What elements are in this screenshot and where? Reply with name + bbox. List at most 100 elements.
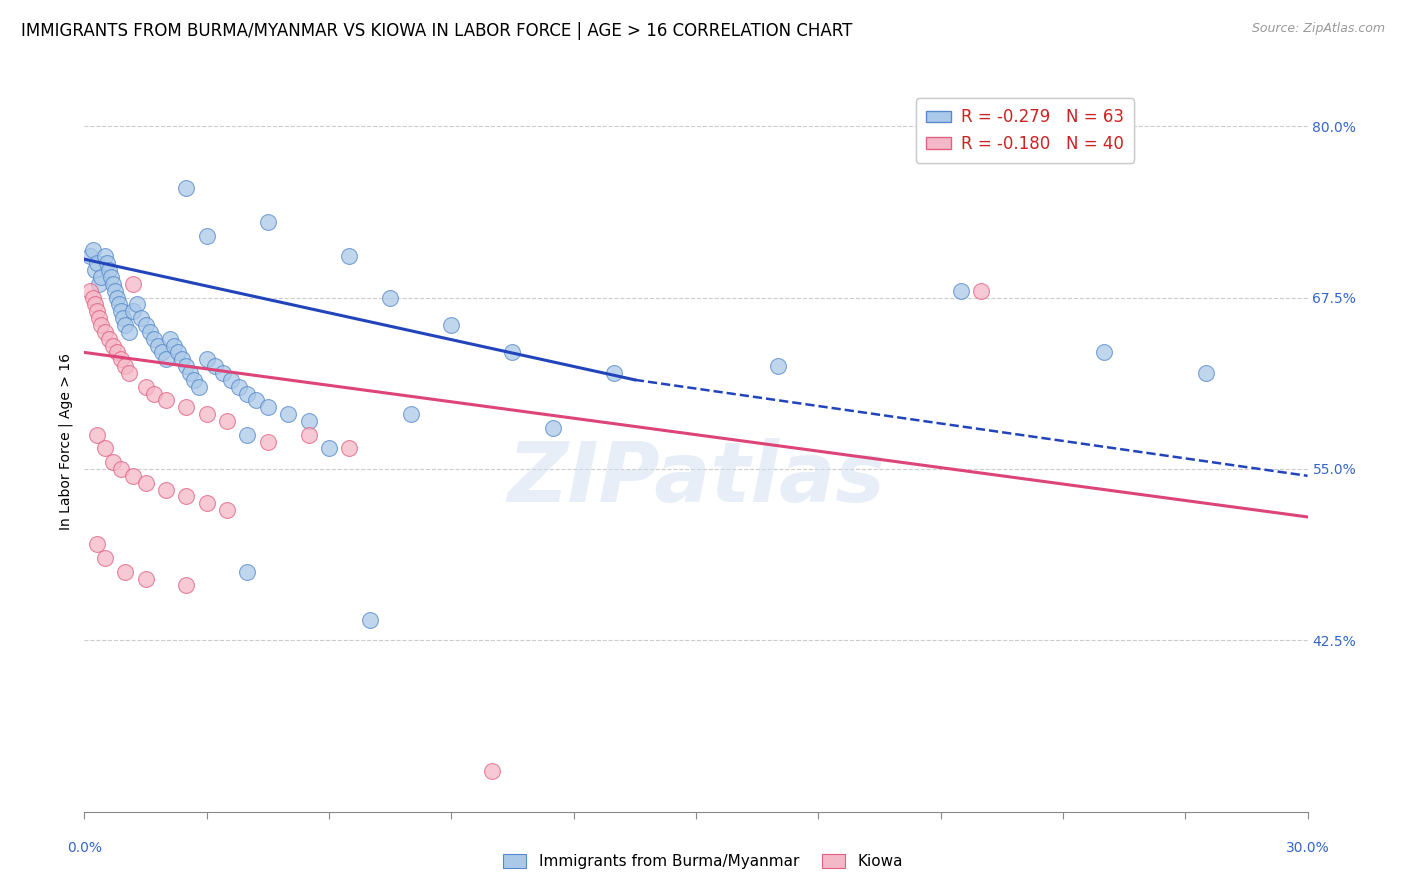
Point xyxy=(110,352,132,367)
Point xyxy=(174,181,197,195)
Point xyxy=(950,284,973,298)
Point xyxy=(970,284,993,298)
Point xyxy=(204,359,226,373)
Point xyxy=(101,277,124,291)
Point xyxy=(219,373,242,387)
Point xyxy=(122,304,145,318)
Point xyxy=(766,359,789,373)
Point xyxy=(174,401,197,415)
Point xyxy=(86,427,108,442)
Point xyxy=(318,442,340,456)
Point xyxy=(277,407,299,421)
Point xyxy=(174,489,197,503)
Legend: R = -0.279   N = 63, R = -0.180   N = 40: R = -0.279 N = 63, R = -0.180 N = 40 xyxy=(917,98,1135,162)
Point xyxy=(138,325,160,339)
Point xyxy=(82,291,104,305)
Point xyxy=(83,297,105,311)
Point xyxy=(114,359,136,373)
Point xyxy=(93,551,115,566)
Point xyxy=(122,468,145,483)
Point xyxy=(83,263,105,277)
Y-axis label: In Labor Force | Age > 16: In Labor Force | Age > 16 xyxy=(59,353,73,530)
Text: 0.0%: 0.0% xyxy=(67,841,101,855)
Point xyxy=(110,462,132,476)
Point xyxy=(195,228,218,243)
Point xyxy=(172,352,194,367)
Point xyxy=(1092,345,1115,359)
Point xyxy=(118,325,141,339)
Point xyxy=(174,359,197,373)
Point xyxy=(245,393,267,408)
Point xyxy=(159,332,181,346)
Point xyxy=(110,304,132,318)
Point xyxy=(298,414,321,428)
Point xyxy=(90,318,112,332)
Point xyxy=(104,284,127,298)
Point xyxy=(150,345,173,359)
Point xyxy=(101,338,124,352)
Text: IMMIGRANTS FROM BURMA/MYANMAR VS KIOWA IN LABOR FORCE | AGE > 16 CORRELATION CHA: IMMIGRANTS FROM BURMA/MYANMAR VS KIOWA I… xyxy=(21,22,852,40)
Point xyxy=(298,427,321,442)
Point xyxy=(502,345,524,359)
Text: 30.0%: 30.0% xyxy=(1285,841,1330,855)
Point xyxy=(108,297,131,311)
Point xyxy=(105,345,128,359)
Point xyxy=(79,250,101,264)
Legend: Immigrants from Burma/Myanmar, Kiowa: Immigrants from Burma/Myanmar, Kiowa xyxy=(498,848,908,875)
Point xyxy=(122,277,145,291)
Point xyxy=(155,483,177,497)
Point xyxy=(142,332,165,346)
Point xyxy=(118,366,141,380)
Point xyxy=(257,401,280,415)
Point xyxy=(96,256,118,270)
Point xyxy=(101,455,124,469)
Point xyxy=(86,256,108,270)
Point xyxy=(217,414,239,428)
Point xyxy=(87,277,110,291)
Point xyxy=(114,565,136,579)
Point xyxy=(93,250,115,264)
Point xyxy=(79,284,101,298)
Point xyxy=(603,366,626,380)
Point xyxy=(114,318,136,332)
Point xyxy=(183,373,205,387)
Point xyxy=(236,427,259,442)
Point xyxy=(339,250,361,264)
Point xyxy=(174,578,197,592)
Point xyxy=(86,304,108,318)
Point xyxy=(195,496,218,510)
Point xyxy=(82,243,104,257)
Point xyxy=(1195,366,1218,380)
Point xyxy=(100,270,122,285)
Point xyxy=(135,318,157,332)
Text: Source: ZipAtlas.com: Source: ZipAtlas.com xyxy=(1251,22,1385,36)
Point xyxy=(127,297,149,311)
Point xyxy=(163,338,186,352)
Point xyxy=(257,215,280,229)
Point xyxy=(97,263,120,277)
Point xyxy=(135,572,157,586)
Point xyxy=(131,311,153,326)
Point xyxy=(481,764,503,778)
Point xyxy=(105,291,128,305)
Point xyxy=(112,311,135,326)
Point xyxy=(135,380,157,394)
Point xyxy=(179,366,201,380)
Point xyxy=(167,345,190,359)
Point xyxy=(87,311,110,326)
Point xyxy=(236,386,259,401)
Point xyxy=(399,407,422,421)
Point xyxy=(187,380,209,394)
Point xyxy=(155,393,177,408)
Point xyxy=(146,338,169,352)
Point xyxy=(543,421,565,435)
Point xyxy=(440,318,463,332)
Text: ZIPatlas: ZIPatlas xyxy=(508,438,884,519)
Point xyxy=(195,352,218,367)
Point xyxy=(93,442,115,456)
Point xyxy=(359,613,381,627)
Point xyxy=(212,366,235,380)
Point xyxy=(339,442,361,456)
Point xyxy=(195,407,218,421)
Point xyxy=(93,325,115,339)
